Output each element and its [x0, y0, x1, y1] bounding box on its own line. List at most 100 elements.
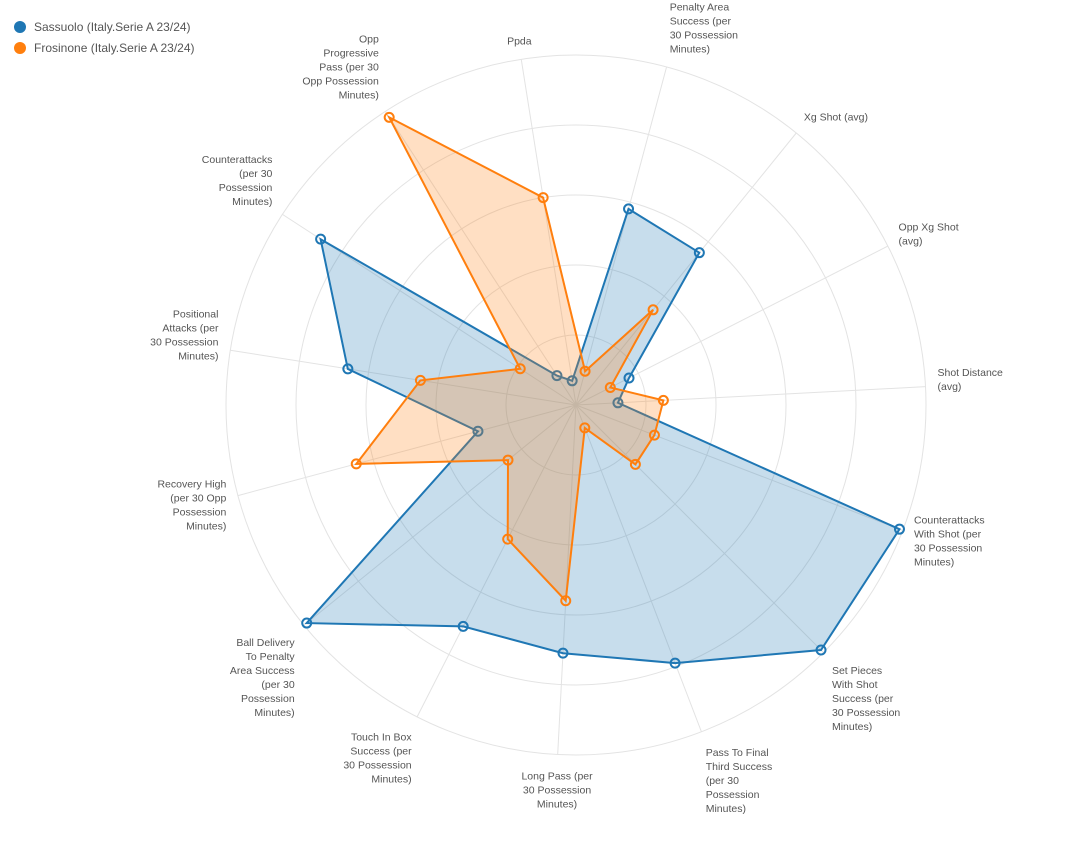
radar-series — [301, 111, 905, 669]
axis-label-line: (per 30 — [261, 679, 294, 691]
axis-spoke — [416, 404, 577, 718]
axis-label-line: 30 Possession — [914, 542, 982, 554]
axis-spoke — [384, 111, 577, 406]
axis-spoke — [575, 66, 668, 406]
axis-spoke — [237, 404, 577, 497]
axis-label-line: Opp Possession — [302, 75, 379, 87]
axis-label-line: Attacks (per — [162, 322, 219, 334]
data-point — [579, 365, 591, 377]
grid-ring — [295, 124, 857, 686]
data-point — [301, 617, 313, 629]
axis-label-line: Minutes) — [232, 196, 272, 208]
data-point — [472, 425, 484, 437]
axis-label-line: Penalty Area — [670, 1, 730, 13]
data-point — [457, 620, 469, 632]
axis-label-line: Minutes) — [186, 520, 226, 532]
data-point — [502, 533, 514, 545]
data-point — [669, 657, 681, 669]
data-point — [315, 233, 327, 245]
data-point — [566, 375, 578, 387]
axis-spoke — [230, 349, 577, 406]
legend-item-frosinone[interactable]: Frosinone (Italy.Serie A 23/24) — [14, 37, 195, 58]
axis-label-line: Minutes) — [371, 774, 411, 786]
axis-label: Pass To Final Third Success (per 30 Possess… — [706, 747, 773, 815]
data-point — [579, 422, 591, 434]
axis-label-line: Success (per — [670, 15, 732, 27]
data-point — [648, 429, 660, 441]
radar-grid — [225, 54, 927, 756]
axis-spoke — [303, 404, 577, 626]
data-point — [623, 203, 635, 215]
data-point — [414, 374, 426, 386]
axis-label: Positional Attacks (per 30 Possession Minut… — [150, 308, 219, 362]
axis-label-line: Minutes) — [178, 350, 218, 362]
axis-label: Counterattacks (per 30 Possession Minutes) — [202, 154, 273, 208]
axis-label-line: Possession — [219, 182, 273, 194]
axis-label-line: Minutes) — [670, 43, 710, 55]
axis-label: Opp Xg Shot (avg) — [899, 222, 959, 248]
data-point — [551, 370, 563, 382]
series-1 — [350, 111, 669, 607]
axis-label-line: Recovery High — [157, 478, 226, 490]
data-point — [815, 644, 827, 656]
axis-label-line: (per 30 — [706, 775, 739, 787]
data-point — [657, 394, 669, 406]
axis-label-line: (per 30 Opp — [170, 492, 226, 504]
data-point — [629, 458, 641, 470]
axis-label: Opp Progressive Pass (per 30 Opp Possession… — [302, 33, 379, 101]
axis-label-line: Ppda — [507, 35, 532, 47]
data-point — [893, 523, 905, 535]
axis-label-line: Pass (per 30 — [319, 61, 379, 73]
grid-ring — [225, 54, 927, 756]
axis-label-line: Third Success — [706, 761, 773, 773]
data-point — [560, 595, 572, 607]
axis-spoke — [575, 404, 903, 531]
data-point — [502, 454, 514, 466]
axis-label-line: Possession — [706, 789, 760, 801]
axis-label: Touch In Box Success (per 30 Possession Min… — [343, 732, 412, 786]
axis-label-line: Pass To Final — [706, 747, 769, 759]
axis-label-line: Success (per — [832, 693, 894, 705]
data-point — [693, 247, 705, 259]
axis-label-line: With Shot — [832, 679, 878, 691]
legend-item-sassuolo[interactable]: Sassuolo (Italy.Serie A 23/24) — [14, 16, 195, 37]
axis-label-line: Opp Xg Shot — [899, 222, 959, 234]
axis-label-line: Possession — [173, 506, 227, 518]
axis-label-line: (avg) — [899, 236, 923, 248]
axis-label-line: Counterattacks — [202, 154, 273, 166]
axis-label: Shot Distance (avg) — [938, 367, 1004, 393]
axis-label-line: 30 Possession — [150, 336, 218, 348]
axis-label-line: Shot Distance — [938, 367, 1004, 379]
axis-spoke — [575, 386, 926, 406]
axis-label-line: Set Pieces — [832, 665, 882, 677]
axis-label: Xg Shot (avg) — [804, 112, 868, 124]
axis-label-line: Minutes) — [914, 556, 954, 568]
axis-label-line: Opp — [359, 33, 379, 45]
axis-label: Ppda — [507, 35, 532, 47]
data-point — [514, 363, 526, 375]
axis-label-line: Touch In Box — [351, 732, 412, 744]
data-point — [604, 382, 616, 394]
axis-spoke — [557, 404, 577, 755]
axis-label-line: Area Success — [230, 665, 295, 677]
data-point — [612, 397, 624, 409]
data-point — [383, 111, 395, 123]
axis-spoke — [575, 404, 702, 732]
axis-label-line: 30 Possession — [832, 707, 900, 719]
grid-ring — [435, 264, 717, 546]
axis-label-line: (per 30 — [239, 168, 272, 180]
axis-label-line: Counterattacks — [914, 514, 985, 526]
data-point — [647, 304, 659, 316]
axis-label-line: Minutes) — [339, 89, 379, 101]
axis-label: Ball Delivery To Penalty Area Success (per … — [230, 637, 296, 719]
data-point — [537, 192, 549, 204]
axis-spoke — [575, 132, 797, 406]
axis-label-line: Positional — [173, 308, 219, 320]
axis-label-line: Xg Shot (avg) — [804, 112, 868, 124]
data-point — [623, 372, 635, 384]
axis-label-line: Success (per — [350, 746, 412, 758]
axis-label-line: (avg) — [938, 381, 962, 393]
